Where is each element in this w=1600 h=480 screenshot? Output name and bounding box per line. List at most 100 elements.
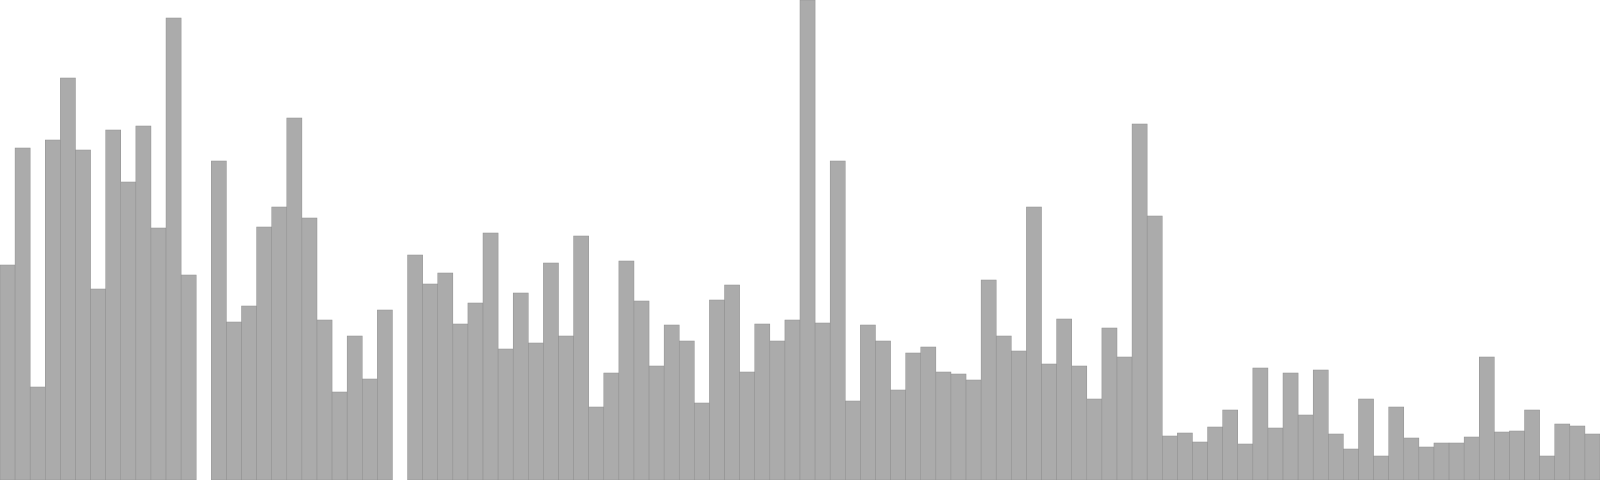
bar-49 bbox=[724, 284, 740, 480]
bar-52 bbox=[769, 340, 786, 480]
bar-41 bbox=[603, 372, 620, 480]
bar-95 bbox=[1418, 446, 1435, 480]
bar-102 bbox=[1524, 409, 1540, 480]
bar-73 bbox=[1086, 398, 1103, 480]
bar-58 bbox=[860, 324, 876, 480]
bar-2 bbox=[14, 147, 31, 480]
bar-16 bbox=[226, 321, 242, 480]
bar-99 bbox=[1479, 356, 1495, 480]
bar-71 bbox=[1056, 318, 1072, 480]
bar-98 bbox=[1463, 436, 1480, 480]
bar-106 bbox=[1584, 433, 1600, 480]
bar-53 bbox=[784, 319, 801, 480]
bar-96 bbox=[1433, 442, 1450, 480]
bar-82 bbox=[1222, 409, 1238, 480]
bar-66 bbox=[980, 279, 997, 480]
bar-84 bbox=[1252, 367, 1269, 480]
bar-60 bbox=[890, 389, 906, 480]
bar-80 bbox=[1192, 441, 1208, 480]
bar-74 bbox=[1101, 327, 1118, 480]
bar-30 bbox=[437, 272, 454, 480]
bar-87 bbox=[1297, 414, 1314, 480]
bar-5 bbox=[60, 77, 76, 480]
bar-12 bbox=[165, 17, 182, 480]
bar-97 bbox=[1448, 442, 1465, 480]
bar-32 bbox=[467, 302, 484, 480]
bar-40 bbox=[588, 406, 605, 480]
bar-47 bbox=[694, 402, 710, 480]
bar-7 bbox=[90, 288, 106, 480]
bar-1 bbox=[0, 264, 16, 480]
bar-83 bbox=[1237, 443, 1254, 480]
bar-36 bbox=[528, 342, 544, 480]
bar-24 bbox=[346, 335, 363, 480]
bar-72 bbox=[1071, 365, 1088, 480]
bar-77 bbox=[1146, 215, 1163, 480]
bar-57 bbox=[845, 400, 861, 480]
bar-88 bbox=[1312, 369, 1329, 480]
bar-63 bbox=[935, 371, 952, 480]
bar-17 bbox=[241, 305, 257, 480]
bar-15 bbox=[211, 160, 227, 480]
bar-104 bbox=[1554, 423, 1571, 480]
bar-26 bbox=[377, 309, 393, 480]
bar-35 bbox=[512, 292, 529, 480]
bar-69 bbox=[1026, 206, 1042, 480]
bar-8 bbox=[105, 129, 122, 480]
bar-85 bbox=[1267, 427, 1284, 480]
bar-89 bbox=[1328, 433, 1344, 480]
bar-44 bbox=[648, 365, 665, 480]
bar-68 bbox=[1011, 350, 1027, 480]
bar-10 bbox=[135, 125, 152, 480]
bar-51 bbox=[754, 323, 771, 480]
bar-81 bbox=[1207, 426, 1223, 480]
bar-6 bbox=[75, 149, 91, 480]
bar-75 bbox=[1116, 356, 1133, 480]
bar-43 bbox=[633, 300, 650, 480]
bar-39 bbox=[573, 235, 589, 480]
bar-65 bbox=[965, 379, 982, 480]
bar-67 bbox=[995, 335, 1012, 480]
bar-101 bbox=[1509, 430, 1525, 480]
bar-20 bbox=[286, 117, 303, 480]
bar-38 bbox=[558, 335, 574, 480]
bar-4 bbox=[45, 139, 61, 480]
bar-61 bbox=[905, 352, 921, 480]
bar-93 bbox=[1388, 406, 1405, 480]
bar-31 bbox=[452, 323, 469, 480]
bar-94 bbox=[1403, 437, 1420, 480]
bar-46 bbox=[679, 340, 695, 480]
bar-29 bbox=[422, 283, 438, 480]
bar-48 bbox=[709, 299, 725, 480]
bar-92 bbox=[1373, 455, 1389, 480]
bar-100 bbox=[1494, 431, 1510, 480]
bar-42 bbox=[618, 260, 635, 480]
bar-13 bbox=[180, 274, 197, 480]
bar-105 bbox=[1569, 425, 1586, 480]
bar-50 bbox=[739, 371, 755, 480]
bar-70 bbox=[1041, 363, 1057, 480]
bar-33 bbox=[482, 232, 499, 480]
bar-28 bbox=[407, 254, 423, 480]
bar-54 bbox=[799, 0, 816, 480]
bar-11 bbox=[150, 227, 167, 480]
bar-22 bbox=[316, 319, 333, 480]
bar-19 bbox=[271, 206, 288, 480]
bar-91 bbox=[1358, 398, 1374, 480]
bar-86 bbox=[1282, 372, 1299, 480]
bar-59 bbox=[875, 340, 891, 480]
bar-37 bbox=[543, 262, 559, 480]
bar-56 bbox=[829, 160, 846, 480]
bar-55 bbox=[814, 322, 831, 480]
bar-78 bbox=[1162, 435, 1178, 480]
bar-62 bbox=[920, 346, 937, 480]
bar-25 bbox=[362, 378, 378, 480]
bar-18 bbox=[256, 226, 272, 480]
bar-76 bbox=[1131, 123, 1148, 480]
bar-9 bbox=[120, 181, 137, 480]
bar-90 bbox=[1343, 448, 1359, 480]
bar-45 bbox=[663, 324, 680, 480]
